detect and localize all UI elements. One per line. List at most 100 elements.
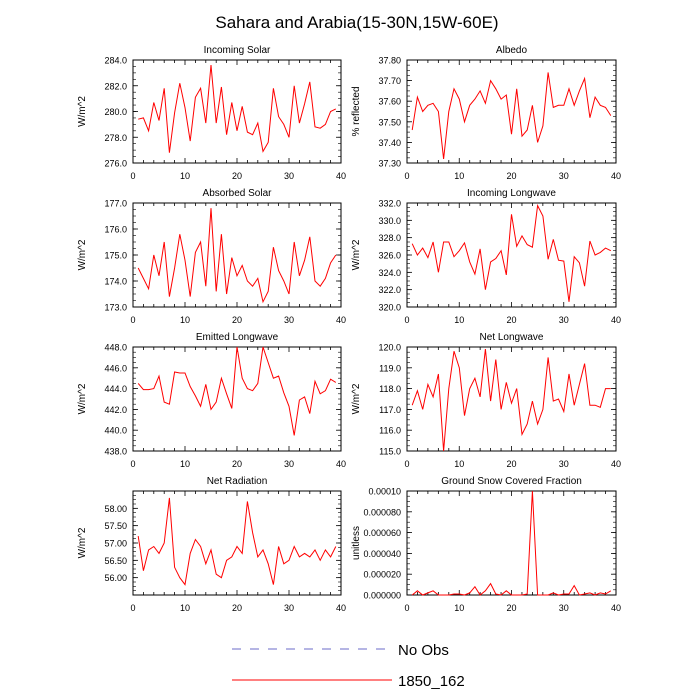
panel-title: Net Longwave	[480, 332, 544, 343]
panel-title: Emitted Longwave	[196, 332, 279, 343]
y-tick-label: 442.0	[104, 405, 127, 415]
x-tick-label: 0	[404, 459, 409, 469]
legend-label-1850-162: 1850_162	[398, 673, 465, 690]
x-tick-label: 20	[232, 171, 242, 181]
y-tick-label: 119.0	[379, 363, 401, 373]
y-tick-label: 440.0	[104, 426, 127, 436]
series-line	[411, 203, 612, 302]
panel-title: Incoming Longwave	[467, 188, 556, 199]
series-line	[137, 346, 337, 436]
x-tick-label: 30	[559, 459, 569, 469]
y-tick-label: 0.000040	[363, 549, 401, 559]
x-tick-label: 20	[232, 459, 242, 469]
figure-title: Sahara and Arabia(15-30N,15W-60E)	[215, 13, 498, 32]
y-tick-label: 0.000020	[363, 570, 401, 580]
y-tick-label: 37.50	[378, 117, 401, 127]
x-tick-label: 0	[130, 315, 135, 325]
x-tick-label: 10	[454, 603, 464, 613]
y-tick-label: 324.0	[378, 268, 401, 278]
y-tick-label: 37.30	[378, 159, 401, 169]
y-tick-label: 118.0	[379, 384, 401, 394]
x-tick-label: 10	[454, 315, 464, 325]
y-tick-label: 276.0	[104, 159, 127, 169]
x-tick-label: 0	[130, 603, 135, 613]
y-tick-label: 56.00	[104, 573, 127, 583]
x-tick-label: 0	[404, 603, 409, 613]
y-axis-label: W/m^2	[77, 383, 88, 414]
y-tick-label: 332.0	[378, 199, 401, 209]
y-tick-label: 56.50	[104, 556, 127, 566]
y-tick-label: 278.0	[104, 133, 127, 143]
y-tick-label: 37.70	[378, 76, 401, 86]
panel-8: Ground Snow Covered Fraction unitless 0 10 2…	[351, 476, 621, 613]
x-tick-label: 10	[180, 315, 190, 325]
series-line	[138, 65, 337, 153]
panel-title: Net Radiation	[207, 476, 268, 487]
x-tick-label: 10	[454, 459, 464, 469]
y-tick-label: 115.0	[379, 447, 401, 457]
x-tick-label: 20	[506, 171, 516, 181]
x-tick-label: 40	[611, 171, 621, 181]
x-tick-label: 30	[559, 315, 569, 325]
y-tick-label: 37.80	[378, 56, 401, 66]
series-line	[411, 349, 611, 452]
y-axis-label: W/m^2	[351, 383, 362, 414]
y-tick-label: 0.000080	[363, 507, 401, 517]
panel-3: Absorbed Solar W/m^2 0 10 20 30 40 173.0 174.0 17…	[77, 188, 346, 325]
y-tick-label: 57.00	[104, 539, 127, 549]
x-tick-label: 30	[284, 315, 294, 325]
x-tick-label: 40	[336, 459, 346, 469]
panel-1: Incoming Solar W/m^2 0 10 20 30 40 276.0 278.0 28…	[77, 45, 346, 181]
x-tick-label: 40	[336, 171, 346, 181]
x-tick-label: 40	[611, 315, 621, 325]
panels-container: Incoming Solar W/m^2 0 10 20 30 40 276.0 278.0 28…	[77, 45, 621, 613]
y-tick-label: 446.0	[104, 363, 127, 373]
x-tick-label: 40	[611, 459, 621, 469]
y-tick-label: 177.0	[104, 199, 127, 209]
y-axis-label: W/m^2	[77, 96, 88, 127]
y-tick-label: 176.0	[104, 225, 127, 235]
y-axis-label: % reflected	[351, 86, 362, 136]
panel-title: Albedo	[496, 45, 528, 56]
legend: No Obs 1850_162	[232, 642, 465, 690]
x-tick-label: 20	[506, 315, 516, 325]
panel-title: Ground Snow Covered Fraction	[441, 476, 582, 487]
x-tick-label: 30	[284, 603, 294, 613]
y-tick-label: 322.0	[378, 285, 401, 295]
y-tick-label: 120.0	[378, 343, 401, 353]
x-tick-label: 0	[404, 171, 409, 181]
panel-4: Incoming Longwave W/m^2 0 10 20 30 40 320.0 322.…	[351, 188, 621, 325]
y-tick-label: 57.50	[104, 521, 127, 531]
x-tick-label: 30	[284, 171, 294, 181]
y-tick-label: 173.0	[104, 303, 127, 313]
panel-5: Emitted Longwave W/m^2 0 10 20 30 40 438.0 440.0…	[77, 332, 346, 469]
y-axis-label: W/m^2	[351, 239, 362, 270]
y-tick-label: 330.0	[378, 216, 401, 226]
panel-2: Albedo % reflected 0 10 20 30 40 37.30 37.40 37.5…	[351, 45, 621, 181]
y-axis-label: unitless	[351, 526, 362, 560]
x-tick-label: 30	[559, 171, 569, 181]
x-tick-label: 0	[404, 315, 409, 325]
panel-6: Net Longwave W/m^2 0 10 20 30 40 115.0 116.0 117.…	[351, 332, 621, 469]
series-line	[137, 497, 337, 586]
x-tick-label: 10	[454, 171, 464, 181]
x-tick-label: 40	[336, 315, 346, 325]
y-tick-label: 280.0	[104, 107, 127, 117]
panel-7: Net Radiation W/m^2 0 10 20 30 40 56.00 56.50 57.…	[77, 476, 346, 613]
x-tick-label: 0	[130, 459, 135, 469]
x-tick-label: 40	[611, 603, 621, 613]
series-line	[137, 208, 337, 304]
x-tick-label: 20	[232, 315, 242, 325]
x-tick-label: 0	[130, 171, 135, 181]
y-tick-label: 282.0	[104, 81, 127, 91]
x-tick-label: 10	[180, 603, 190, 613]
y-tick-label: 448.0	[104, 343, 127, 353]
y-tick-label: 284.0	[104, 56, 127, 66]
y-tick-label: 58.00	[104, 504, 127, 514]
panel-title: Absorbed Solar	[203, 188, 273, 199]
x-tick-label: 40	[336, 603, 346, 613]
y-tick-label: 175.0	[104, 251, 127, 261]
x-tick-label: 30	[559, 603, 569, 613]
y-tick-label: 37.40	[378, 138, 401, 148]
x-tick-label: 30	[284, 459, 294, 469]
